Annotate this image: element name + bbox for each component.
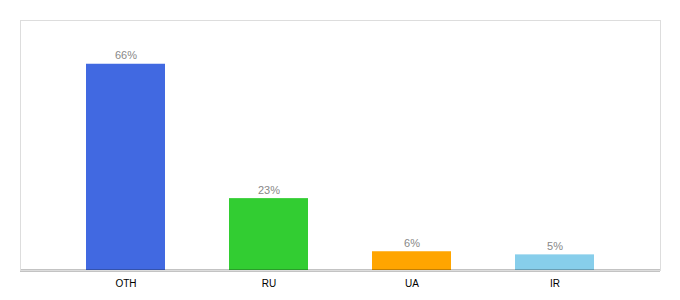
svg-text:66%: 66% bbox=[115, 49, 137, 61]
svg-text:5%: 5% bbox=[547, 240, 563, 252]
svg-text:6%: 6% bbox=[404, 237, 420, 249]
svg-text:IR: IR bbox=[550, 278, 560, 289]
svg-text:UA: UA bbox=[405, 278, 419, 289]
svg-text:OTH: OTH bbox=[115, 278, 136, 289]
svg-text:RU: RU bbox=[262, 278, 276, 289]
svg-text:23%: 23% bbox=[258, 184, 280, 196]
